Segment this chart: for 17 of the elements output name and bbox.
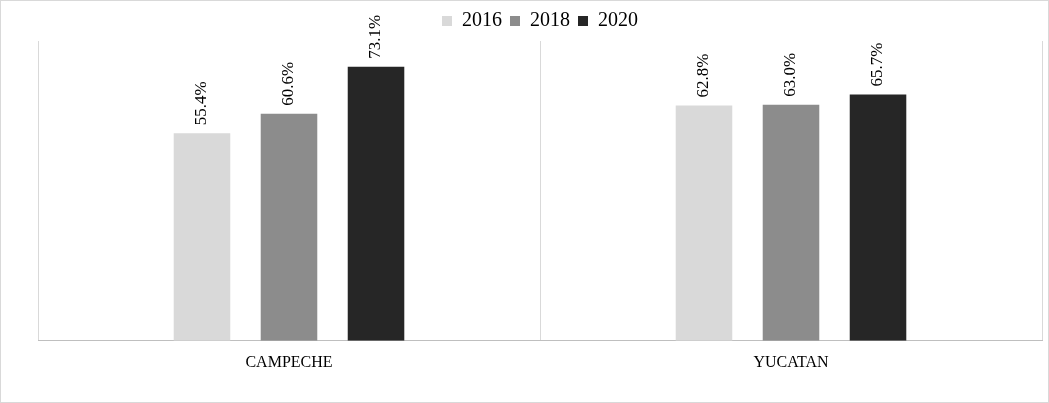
bar bbox=[347, 66, 405, 341]
data-label: 65.7% bbox=[867, 42, 887, 87]
data-label: 60.6% bbox=[278, 61, 298, 106]
bar bbox=[849, 94, 907, 341]
legend-label: 2018 bbox=[530, 8, 570, 31]
data-label: 73.1% bbox=[365, 14, 385, 59]
x-tick-label: CAMPECHE bbox=[245, 352, 333, 370]
data-label: 55.4% bbox=[191, 81, 211, 126]
bar bbox=[173, 133, 231, 341]
x-tick-label: YUCATAN bbox=[753, 352, 830, 370]
bar bbox=[260, 113, 318, 341]
legend-label: 2020 bbox=[598, 8, 638, 31]
data-label: 63.0% bbox=[780, 52, 800, 97]
legend-label: 2016 bbox=[462, 8, 502, 31]
data-label: 62.8% bbox=[693, 53, 713, 98]
bar bbox=[762, 104, 820, 341]
bar bbox=[675, 105, 733, 341]
